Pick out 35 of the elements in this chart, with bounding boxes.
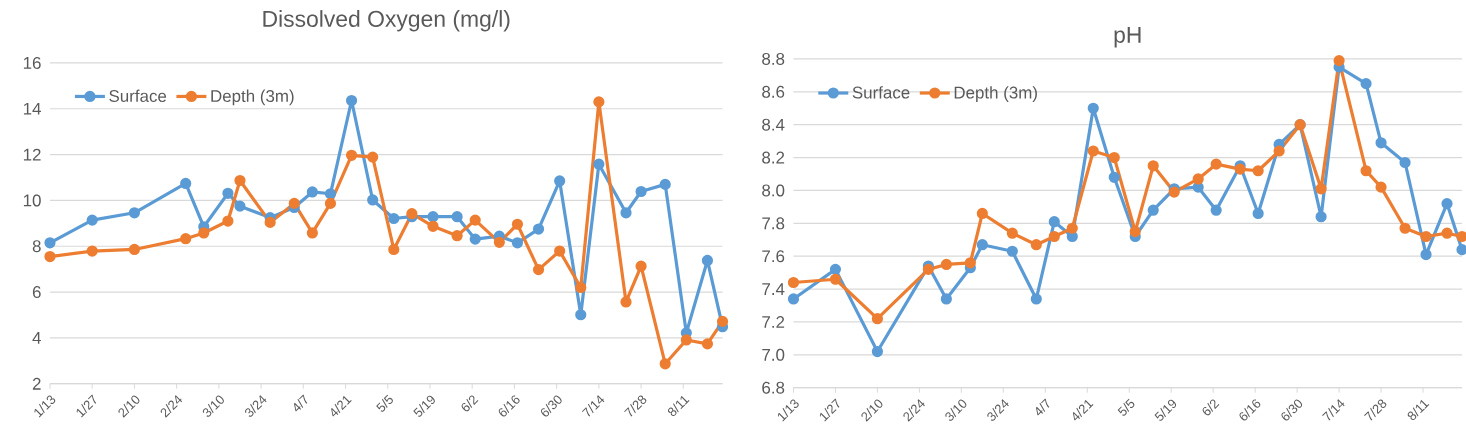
y-tick-label: 8.2: [762, 151, 785, 164]
y-tick-label: 8.0: [762, 184, 785, 197]
y-tick-label: 16: [23, 57, 41, 70]
y-tick-label: 7.2: [762, 316, 785, 329]
y-tick-label: 12: [23, 148, 41, 161]
y-tick-label: 6.8: [762, 381, 785, 394]
x-tick-label: 8/11: [1407, 400, 1430, 421]
x-tick-label: 6/2: [1202, 399, 1220, 416]
y-tick-label: 7.6: [762, 250, 785, 263]
y-tick-label: 14: [23, 103, 41, 115]
legend-label: Depth (3m): [954, 86, 1037, 103]
legend-label: Surface: [852, 86, 910, 99]
y-tick-label: 8.4: [762, 118, 785, 131]
x-tick-label: 5/5: [1117, 398, 1135, 416]
x-tick-label: 4/7: [1036, 398, 1050, 416]
y-tick-label: 2: [32, 377, 41, 390]
y-tick-label: 7.8: [762, 217, 785, 230]
y-tick-label: 8: [32, 240, 41, 253]
y-tick-label: 8.6: [762, 85, 785, 98]
legend-label: Surface: [109, 89, 167, 103]
y-tick-label: 6: [32, 286, 41, 299]
x-tick-label: 5/5: [376, 394, 393, 412]
chart-title: Dissolved Oxygen (mg/l): [263, 10, 510, 32]
x-tick-label: 4/7: [294, 394, 308, 412]
y-tick-label: 7.0: [762, 349, 785, 361]
y-tick-label: 8.8: [762, 53, 785, 66]
chart-title: pH: [1114, 27, 1141, 48]
y-tick-label: 10: [23, 194, 41, 207]
y-tick-label: 4: [32, 332, 41, 344]
x-tick-label: 6/2: [461, 395, 479, 412]
x-tick-label: 4/21: [1072, 400, 1094, 421]
x-tick-label: 4/21: [331, 396, 352, 417]
legend-label: Depth (3m): [211, 89, 294, 106]
x-tick-label: 8/11: [667, 396, 690, 417]
y-tick-label: 7.4: [762, 283, 785, 296]
